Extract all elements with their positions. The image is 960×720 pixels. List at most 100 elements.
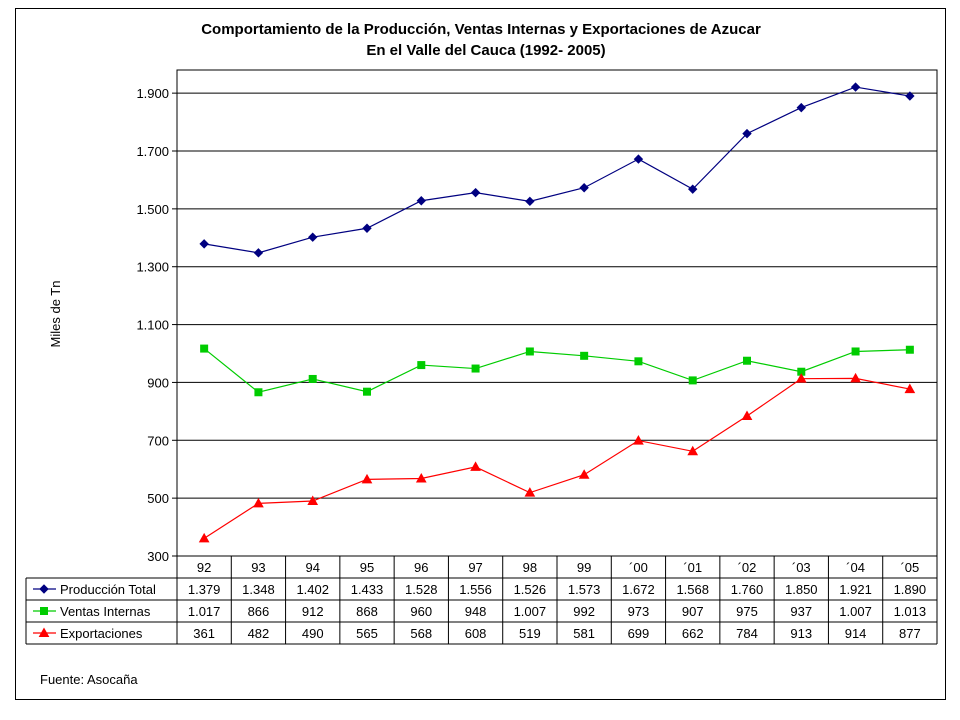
data-point: [578, 469, 590, 479]
data-point: [470, 461, 481, 471]
table-cell: 992: [573, 604, 595, 619]
chart-frame: Comportamiento de la Producción, Ventas …: [15, 8, 946, 700]
data-point: [415, 472, 427, 483]
data-point: [905, 345, 914, 354]
data-point: [470, 187, 481, 198]
table-cell: 1.672: [622, 582, 655, 597]
y-tick-label: 700: [147, 433, 169, 448]
data-point: [580, 351, 589, 360]
y-tick-label: 900: [147, 375, 169, 390]
legend-label: Ventas Internas: [60, 604, 151, 619]
y-tick-label: 1.300: [136, 260, 169, 275]
data-point: [525, 196, 535, 207]
chart-title-line2: En el Valle del Cauca (1992- 2005): [366, 42, 605, 59]
table-cell: 913: [790, 626, 812, 641]
data-point: [688, 184, 698, 194]
table-cell: 361: [193, 626, 215, 641]
series-1: [200, 344, 914, 397]
x-tick-label: 99: [577, 560, 591, 575]
table-cell: 877: [899, 626, 921, 641]
table-cell: 975: [736, 604, 758, 619]
series-line: [203, 348, 910, 393]
table-cell: 1.528: [405, 582, 438, 597]
table-cell: 699: [628, 626, 650, 641]
series-line: [204, 86, 910, 254]
x-tick-label: ´00: [629, 560, 648, 575]
table-cell: 1.017: [188, 604, 221, 619]
series-0: [199, 82, 915, 258]
table-cell: 866: [248, 604, 270, 619]
table-cell: 1.850: [785, 582, 818, 597]
data-point: [525, 347, 534, 356]
data-point: [361, 473, 373, 484]
x-tick-label: ´01: [683, 560, 702, 575]
data-point: [742, 128, 752, 139]
data-table: 92 93 94 95 96 97 98 99 ´00 ´01 ´02 ´03 ´04 ´05 Produc…: [25, 556, 938, 645]
data-point: [253, 497, 264, 508]
data-point: [796, 102, 806, 113]
data-point: [524, 487, 536, 497]
data-point: [200, 344, 209, 353]
table-cell: 1.433: [351, 582, 384, 597]
table-cell: 565: [356, 626, 378, 641]
y-axis-label: Miles de Tn: [48, 281, 63, 348]
x-tick-label: 92: [197, 560, 211, 575]
data-point: [687, 445, 699, 456]
data-point: [362, 223, 372, 233]
data-point: [308, 374, 317, 383]
data-point: [795, 373, 807, 383]
table-cell: 662: [682, 626, 704, 641]
table-cell: 1.568: [676, 582, 709, 597]
legend-label: Exportaciones: [60, 626, 143, 641]
data-point: [688, 376, 697, 385]
y-tick-label: 500: [147, 491, 169, 506]
legend-key-marker: [39, 584, 49, 594]
table-cell: 1.556: [459, 582, 492, 597]
table-cell: 912: [302, 604, 324, 619]
table-cell: 1.007: [514, 604, 547, 619]
table-cell: 1.890: [894, 582, 927, 597]
x-tick-label: ´02: [738, 560, 757, 575]
x-tick-label: 98: [523, 560, 537, 575]
x-tick-label: 96: [414, 560, 428, 575]
data-point: [416, 196, 426, 206]
series-lines: [198, 82, 916, 543]
x-tick-label: 95: [360, 560, 374, 575]
table-cell: 1.348: [242, 582, 275, 597]
table-cell: 868: [356, 604, 378, 619]
x-tick-label: 93: [251, 560, 265, 575]
table-cell: 1.760: [731, 582, 764, 597]
data-point: [253, 248, 264, 258]
table-cell: 784: [736, 626, 758, 641]
data-point: [579, 183, 589, 193]
table-cell: 490: [302, 626, 324, 641]
x-tick-label: ´03: [792, 560, 811, 575]
table-cell: 1.379: [188, 582, 221, 597]
table-cell: 1.402: [296, 582, 329, 597]
data-point: [850, 372, 861, 383]
table-cell: 1.573: [568, 582, 601, 597]
data-point: [363, 387, 371, 396]
chart-title-line1: Comportamiento de la Producción, Ventas …: [201, 21, 761, 38]
table-cell: 1.526: [514, 582, 547, 597]
data-point: [905, 91, 915, 101]
data-point: [633, 435, 644, 445]
data-point: [634, 357, 643, 366]
table-cell: 973: [628, 604, 650, 619]
chart-canvas: Comportamiento de la Producción, Ventas …: [25, 21, 938, 687]
table-cell: 608: [465, 626, 487, 641]
x-tick-label: 94: [305, 560, 319, 575]
x-tick-label: ´04: [846, 560, 865, 575]
data-point: [633, 154, 644, 164]
data-point: [851, 347, 860, 356]
series-2: [198, 372, 916, 543]
y-tick-label: 1.500: [136, 202, 169, 217]
legend-key-marker: [38, 627, 50, 637]
data-point: [850, 82, 861, 92]
y-tick-label: 1.100: [136, 318, 169, 333]
table-cell: 568: [410, 626, 432, 641]
y-tick-labels: 300 500 700 900 1.100 1.300 1.500 1.700 1.900: [136, 86, 169, 564]
table-cell: 581: [573, 626, 595, 641]
x-tick-label: 97: [468, 560, 482, 575]
table-cell: 482: [248, 626, 270, 641]
